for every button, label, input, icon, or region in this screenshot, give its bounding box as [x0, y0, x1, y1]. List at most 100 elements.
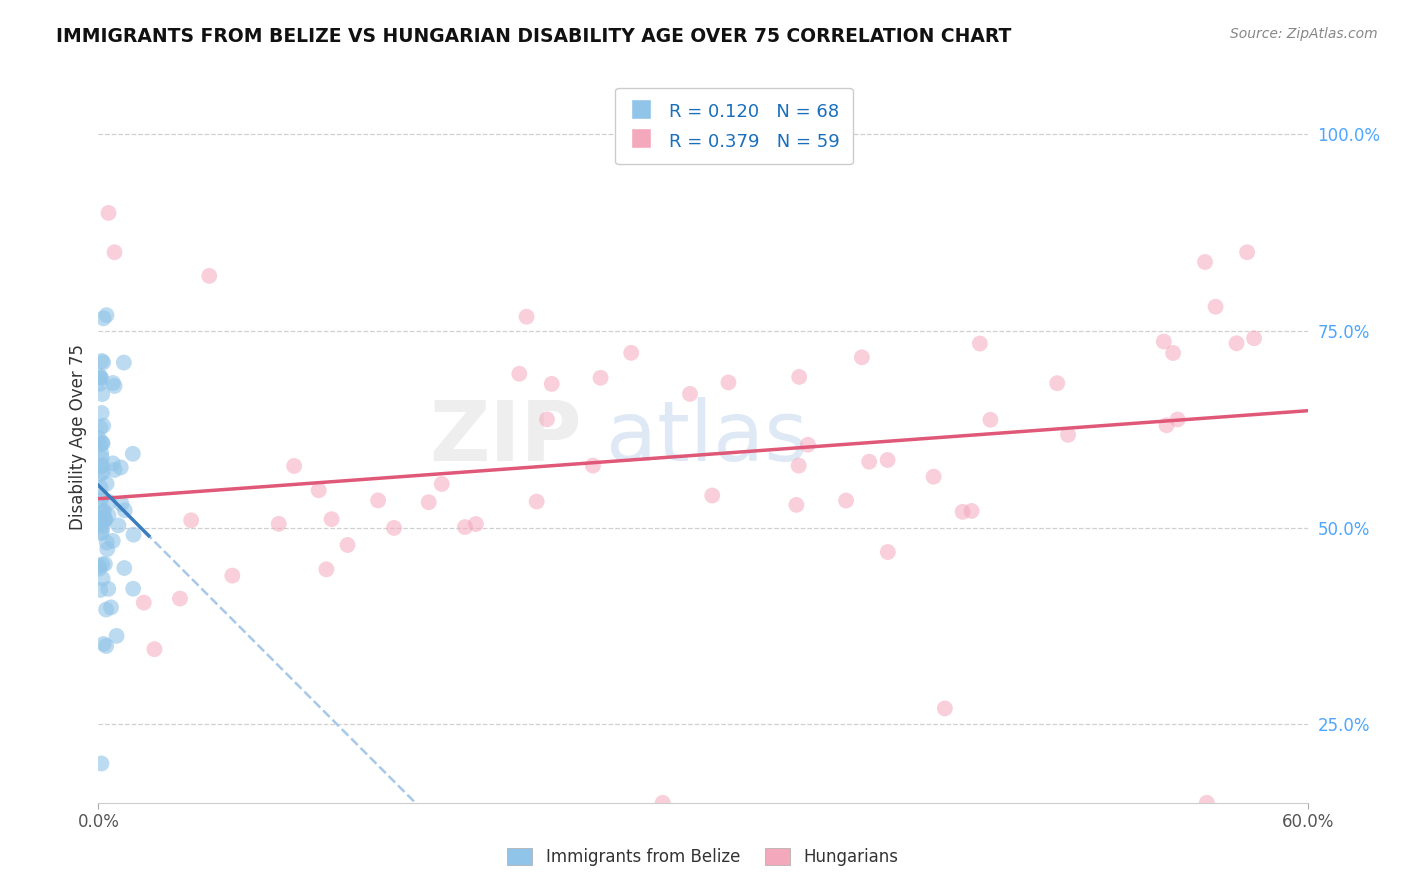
Point [101, 376, 124, 390]
Point [97, 508, 120, 523]
Point [93, 512, 115, 526]
Point [94, 513, 117, 527]
Point [101, 533, 124, 548]
Point [96, 639, 118, 653]
Point [180, 513, 202, 527]
Point [103, 379, 125, 393]
Point [90, 406, 112, 420]
Point [1046, 376, 1069, 391]
Point [89, 562, 111, 576]
Legend: R = 0.120   N = 68, R = 0.379   N = 59: R = 0.120 N = 68, R = 0.379 N = 59 [616, 87, 853, 164]
Legend: Immigrants from Belize, Hungarians: Immigrants from Belize, Hungarians [499, 840, 907, 875]
Point [87, 431, 110, 445]
Point [91, 572, 114, 586]
Point [851, 351, 873, 365]
Point [94, 513, 117, 527]
Point [89, 368, 111, 383]
Point [922, 469, 945, 483]
Point [94, 557, 117, 571]
Point [835, 493, 858, 508]
Point [90, 493, 112, 508]
Point [91, 506, 114, 520]
Point [979, 413, 1001, 427]
Point [90, 459, 112, 474]
Point [315, 562, 337, 576]
Point [454, 520, 477, 534]
Point [114, 503, 136, 517]
Point [89, 421, 111, 435]
Point [651, 796, 673, 810]
Point [91, 466, 114, 480]
Point [198, 268, 221, 283]
Point [90, 526, 112, 541]
Point [93, 637, 115, 651]
Point [1195, 796, 1218, 810]
Point [1153, 334, 1175, 349]
Point [797, 438, 820, 452]
Point [91, 435, 114, 450]
Point [1167, 412, 1189, 426]
Point [620, 346, 643, 360]
Point [787, 370, 810, 384]
Point [91, 436, 114, 450]
Point [876, 453, 898, 467]
Point [785, 498, 807, 512]
Point [91, 558, 114, 572]
Point [91, 516, 114, 530]
Point [90, 756, 112, 771]
Point [526, 494, 548, 508]
Point [97, 206, 120, 220]
Point [90, 371, 112, 385]
Point [787, 458, 810, 473]
Point [107, 518, 129, 533]
Point [1243, 331, 1265, 345]
Point [93, 504, 115, 518]
Point [89, 437, 111, 451]
Point [952, 505, 974, 519]
Point [418, 495, 440, 509]
Point [90, 490, 112, 504]
Point [132, 596, 155, 610]
Point [679, 387, 702, 401]
Point [89, 467, 111, 482]
Point [98, 495, 121, 509]
Point [540, 376, 562, 391]
Point [90, 354, 112, 368]
Point [100, 600, 122, 615]
Point [969, 336, 991, 351]
Point [90, 450, 112, 465]
Point [96, 542, 118, 557]
Point [382, 521, 405, 535]
Point [90, 525, 112, 540]
Point [858, 455, 880, 469]
Point [464, 516, 486, 531]
Point [122, 582, 145, 596]
Point [321, 512, 343, 526]
Point [308, 483, 330, 498]
Point [876, 545, 898, 559]
Point [267, 516, 290, 531]
Point [90, 446, 112, 460]
Point [96, 535, 118, 549]
Point [94, 602, 117, 616]
Point [1225, 336, 1247, 351]
Point [96, 308, 118, 322]
Point [1156, 418, 1178, 433]
Point [221, 568, 243, 582]
Text: Source: ZipAtlas.com: Source: ZipAtlas.com [1230, 27, 1378, 41]
Text: atlas: atlas [606, 397, 808, 477]
Point [1205, 300, 1227, 314]
Point [87, 559, 110, 574]
Point [110, 497, 132, 511]
Point [582, 458, 605, 473]
Point [1161, 346, 1184, 360]
Point [87, 511, 110, 525]
Point [336, 538, 359, 552]
Point [122, 527, 145, 541]
Point [91, 504, 114, 518]
Point [91, 355, 114, 369]
Point [1236, 245, 1258, 260]
Point [103, 245, 125, 260]
Point [97, 582, 120, 596]
Point [91, 519, 114, 533]
